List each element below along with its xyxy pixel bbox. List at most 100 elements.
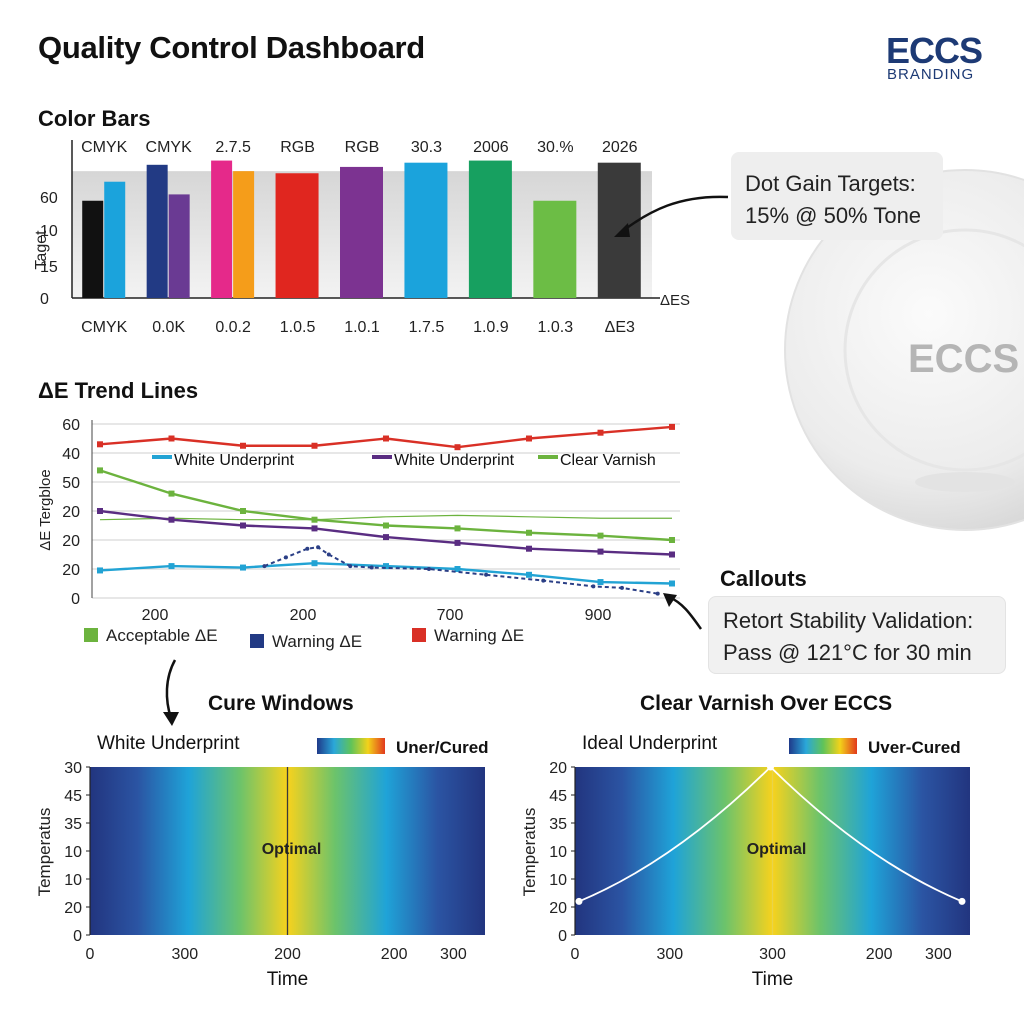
legend-acceptable: Acceptable ΔE bbox=[84, 626, 218, 646]
y-tick-label: 0 bbox=[40, 291, 49, 308]
series-point bbox=[454, 566, 461, 572]
series-point bbox=[311, 442, 318, 449]
series-point bbox=[526, 571, 532, 578]
watermark-text: ECCS bbox=[908, 337, 1019, 381]
scale-label: Uner/Cured bbox=[396, 738, 489, 757]
series-point bbox=[454, 525, 461, 532]
y-tick-label: 35 bbox=[549, 816, 567, 833]
y-tick-label: 60 bbox=[62, 417, 80, 434]
navy-point bbox=[348, 564, 353, 569]
x-tick-label: 200 bbox=[142, 607, 169, 624]
series-point bbox=[383, 534, 389, 541]
series-point bbox=[168, 435, 175, 442]
bar bbox=[468, 160, 512, 298]
retort-line2: Pass @ 121°C for 30 min bbox=[723, 640, 972, 665]
y-tick-label: 20 bbox=[62, 533, 80, 550]
series-point bbox=[669, 537, 675, 543]
navy-point bbox=[591, 584, 596, 589]
series-point bbox=[311, 560, 318, 567]
navy-point bbox=[619, 585, 624, 590]
x-tick-label: 200 bbox=[290, 607, 317, 624]
retort-callout: Retort Stability Validation: Pass @ 121°… bbox=[708, 596, 1006, 674]
trend-chart: 0 20 20 20 50 40 60 ΔE Tergbloe 200 200 700 900 Whit… bbox=[37, 417, 680, 624]
y-axis-label: Temperatus bbox=[520, 808, 539, 897]
x-axis-label: Time bbox=[267, 969, 309, 990]
y-tick-label: 10 bbox=[549, 844, 567, 861]
bar bbox=[168, 194, 190, 298]
center-label: Optimal bbox=[747, 841, 807, 858]
navy-point bbox=[305, 546, 310, 551]
series-point bbox=[597, 429, 604, 436]
y-tick-label: 45 bbox=[549, 788, 567, 805]
top-label: RGB bbox=[345, 139, 380, 156]
navy-point bbox=[283, 555, 288, 560]
bar bbox=[211, 160, 233, 298]
x-tick-label: 0 bbox=[86, 946, 95, 963]
series-point bbox=[383, 435, 389, 442]
bar bbox=[146, 164, 168, 298]
color-bars-chart: 0 15 10 60 Taget CMYK CMYK 2.7.5 RGB RGB 30.3 2006 3… bbox=[33, 139, 690, 336]
series-point bbox=[240, 522, 246, 529]
dot-gain-arrow bbox=[614, 195, 729, 237]
top-label: CMYK bbox=[146, 139, 193, 156]
x-tick-label: 700 bbox=[437, 607, 464, 624]
series-point bbox=[240, 508, 246, 514]
curve-point bbox=[575, 897, 583, 905]
bar bbox=[533, 200, 577, 298]
series-point bbox=[526, 529, 532, 536]
page-title: Quality Control Dashboard bbox=[38, 30, 425, 65]
color-bars-title: Color Bars bbox=[38, 106, 151, 131]
x-tick-label: 200 bbox=[866, 946, 893, 963]
y-tick-label: 10 bbox=[64, 844, 82, 861]
navy-point bbox=[316, 545, 321, 550]
right-label: ΔES bbox=[660, 292, 690, 309]
y-tick-label: 0 bbox=[73, 928, 82, 945]
center-label: Optimal bbox=[262, 841, 322, 858]
color-scale-bar bbox=[789, 738, 857, 754]
series-point bbox=[669, 551, 675, 558]
top-label: 2006 bbox=[473, 139, 509, 156]
top-label: 30.% bbox=[537, 139, 573, 156]
y-tick-label: 35 bbox=[64, 816, 82, 833]
y-tick-label: 60 bbox=[40, 190, 58, 207]
series-point bbox=[168, 563, 175, 570]
legend-label: White Underprint bbox=[394, 452, 515, 469]
y-tick-label: 0 bbox=[558, 928, 567, 945]
series-point bbox=[383, 563, 389, 570]
y-tick-label: 0 bbox=[71, 591, 80, 608]
bar bbox=[597, 162, 641, 298]
callouts-heading: Callouts bbox=[720, 566, 807, 591]
series-point bbox=[168, 490, 175, 497]
down-arrow bbox=[163, 659, 179, 726]
bar bbox=[404, 162, 448, 298]
legend-swatch bbox=[412, 628, 426, 642]
bar bbox=[340, 166, 383, 298]
x-tick-label: 200 bbox=[274, 946, 301, 963]
series-point bbox=[240, 442, 246, 449]
clear-varnish-title: Clear Varnish Over ECCS bbox=[640, 692, 893, 715]
top-label: 30.3 bbox=[411, 139, 442, 156]
bottom-label: 0.0K bbox=[152, 319, 185, 336]
navy-point bbox=[541, 578, 546, 583]
cure-windows-title: Cure Windows bbox=[208, 692, 354, 715]
bar bbox=[233, 171, 255, 298]
x-tick-label: 200 bbox=[381, 946, 408, 963]
top-label: RGB bbox=[280, 139, 315, 156]
y-tick-label: 20 bbox=[549, 760, 567, 777]
y-axis-label: Temperatus bbox=[35, 808, 54, 897]
legend-swatch bbox=[538, 455, 558, 459]
y-tick-label: 20 bbox=[549, 900, 567, 917]
clear-varnish-subtitle: Ideal Underprint bbox=[582, 733, 718, 754]
bottom-label: CMYK bbox=[81, 319, 128, 336]
scale-label: Uver-Cured bbox=[868, 738, 961, 757]
color-scale-bar bbox=[317, 738, 385, 754]
curve-point bbox=[958, 897, 966, 905]
series-point bbox=[669, 423, 675, 430]
y-tick-label: 10 bbox=[549, 872, 567, 889]
dot-gain-callout: Dot Gain Targets: 15% @ 50% Tone bbox=[731, 152, 943, 240]
series-line bbox=[99, 469, 673, 542]
trend-title: ΔE Trend Lines bbox=[38, 378, 199, 403]
curve-point bbox=[767, 763, 774, 771]
series-point bbox=[97, 508, 103, 514]
x-tick-label: 900 bbox=[585, 607, 612, 624]
